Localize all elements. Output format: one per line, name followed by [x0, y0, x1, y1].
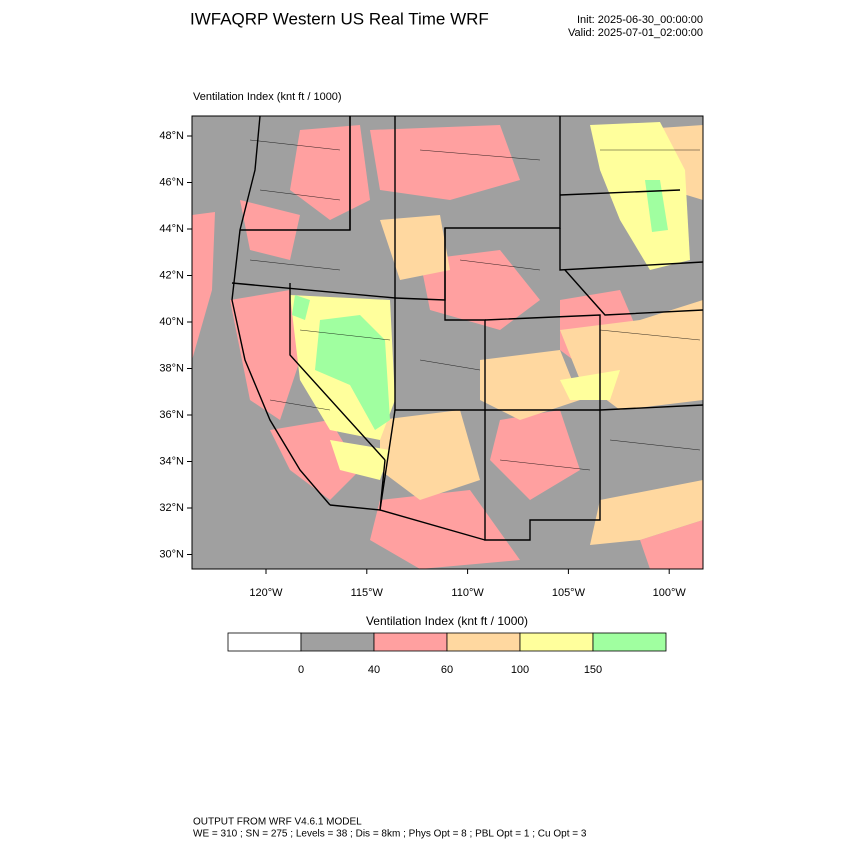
lat-label: 48°N [159, 130, 184, 142]
colorbar-label: 0 [298, 664, 304, 676]
colorbar-box [519, 632, 594, 652]
lat-label: 40°N [159, 316, 184, 328]
map-subtitle: Ventilation Index (knt ft / 1000) [193, 91, 342, 103]
colorbar-box [373, 632, 448, 652]
footer-line: WE = 310 ; SN = 275 ; Levels = 38 ; Dis … [193, 829, 587, 840]
colorbar-label: 60 [441, 664, 453, 676]
lat-label: 42°N [159, 269, 184, 281]
colorbar-label: 40 [368, 664, 380, 676]
colorbar-label: 150 [584, 664, 602, 676]
colorbar-box [446, 632, 521, 652]
lat-label: 30°N [159, 548, 184, 560]
borders [231, 116, 703, 541]
colorbar-label: 100 [511, 664, 529, 676]
colorbar-box [300, 632, 375, 652]
lon-label: 105°W [552, 587, 586, 599]
lat-label: 38°N [159, 362, 184, 374]
field-green [292, 180, 668, 430]
map-frame [191, 115, 704, 570]
lat-labels: 48°N 46°N 44°N 42°N 40°N 38°N 36°N 34°N 32°N 30°N [159, 130, 192, 560]
lat-label: 36°N [159, 409, 184, 421]
title: IWFAQRP Western US Real Time WRF [190, 9, 489, 28]
lon-labels: 120°W 115°W 110°W 105°W 100°W [249, 569, 686, 599]
lon-label: 110°W [451, 587, 484, 599]
valid-time: Valid: 2025-07-01_02:00:00 [568, 27, 703, 39]
lon-label: 100°W [653, 587, 687, 599]
colorbar-box [227, 632, 302, 652]
lon-label: 115°W [351, 587, 384, 599]
lat-label: 46°N [159, 176, 184, 188]
lon-label: 120°W [249, 587, 283, 599]
colorbar: 0 40 60 100 150 [227, 632, 667, 676]
colorbar-box [592, 632, 667, 652]
lat-label: 32°N [159, 502, 184, 514]
map: 48°N 46°N 44°N 42°N 40°N 38°N 36°N 34°N 32°N 30°N… [159, 115, 704, 599]
init-time: Init: 2025-06-30_00:00:00 [577, 14, 703, 26]
lat-label: 44°N [159, 223, 184, 235]
colorbar-title: Ventilation Index (knt ft / 1000) [366, 614, 528, 628]
county-lines [249, 139, 701, 471]
lat-label: 34°N [159, 455, 184, 467]
footer-line: OUTPUT FROM WRF V4.6.1 MODEL [193, 817, 362, 828]
